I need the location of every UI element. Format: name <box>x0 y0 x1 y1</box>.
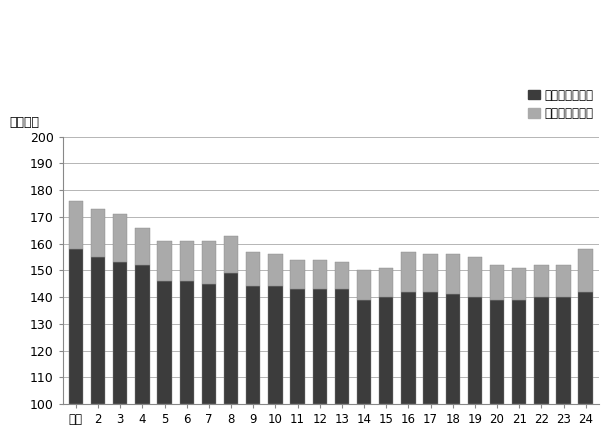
Bar <box>468 257 482 297</box>
Bar <box>335 289 349 404</box>
Bar <box>379 268 394 297</box>
Bar <box>224 235 238 273</box>
Bar <box>113 214 128 262</box>
Bar <box>179 241 194 281</box>
Bar <box>512 268 526 300</box>
Bar <box>290 289 305 404</box>
Bar <box>423 254 438 292</box>
Bar <box>490 300 504 404</box>
Legend: 所定内労働時間, 所定外労働時間: 所定内労働時間, 所定外労働時間 <box>524 84 599 125</box>
Bar <box>446 254 460 295</box>
Bar <box>401 292 416 404</box>
Bar <box>290 260 305 289</box>
Bar <box>224 273 238 404</box>
Bar <box>423 292 438 404</box>
Bar <box>91 209 105 257</box>
Bar <box>357 300 371 404</box>
Bar <box>490 265 504 300</box>
Bar <box>468 297 482 404</box>
Bar <box>556 297 571 404</box>
Bar <box>313 289 327 404</box>
Text: 〈時間〉: 〈時間〉 <box>9 116 39 129</box>
Bar <box>446 295 460 404</box>
Bar <box>357 270 371 300</box>
Bar <box>246 252 260 286</box>
Bar <box>157 241 172 281</box>
Bar <box>135 265 150 404</box>
Bar <box>313 260 327 289</box>
Bar <box>157 281 172 404</box>
Bar <box>179 281 194 404</box>
Bar <box>401 252 416 292</box>
Bar <box>578 249 593 292</box>
Bar <box>512 300 526 404</box>
Bar <box>135 228 150 265</box>
Bar <box>379 297 394 404</box>
Bar <box>335 262 349 289</box>
Bar <box>534 265 548 297</box>
Bar <box>246 286 260 404</box>
Bar <box>201 284 216 404</box>
Bar <box>69 249 83 404</box>
Bar <box>113 262 128 404</box>
Bar <box>69 201 83 249</box>
Bar <box>578 292 593 404</box>
Bar <box>201 241 216 284</box>
Bar <box>91 257 105 404</box>
Bar <box>268 286 282 404</box>
Bar <box>556 265 571 297</box>
Bar <box>534 297 548 404</box>
Bar <box>268 254 282 286</box>
